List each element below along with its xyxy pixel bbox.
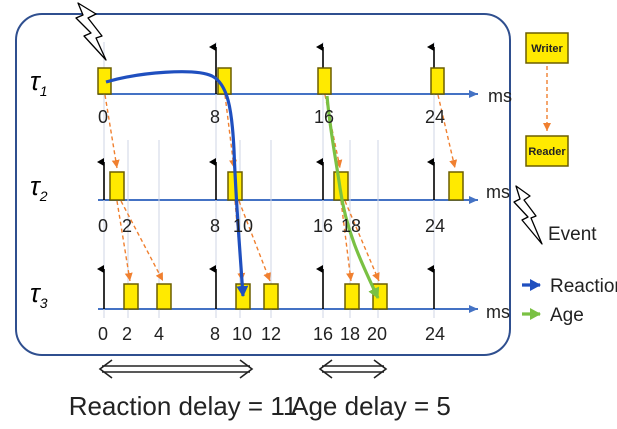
tick-label: 12 xyxy=(261,324,281,344)
legend-age-label: Age xyxy=(550,305,584,326)
tick-label: 10 xyxy=(233,216,253,236)
tick-label: 18 xyxy=(341,216,361,236)
grid-lines xyxy=(103,42,435,318)
age-delay-caption: Age delay = 5 xyxy=(291,391,451,421)
legend-reader-label: Reader xyxy=(528,146,566,158)
tick-label: 4 xyxy=(154,324,164,344)
axis-unit-3: ms xyxy=(486,302,510,322)
tick-label: 2 xyxy=(122,216,132,236)
job-t2-24 xyxy=(448,171,464,201)
tick-label: 16 xyxy=(313,324,333,344)
legend-reader-box xyxy=(525,135,569,167)
reaction-delay-caption: Reaction delay = 11 xyxy=(69,391,298,421)
release-arrows xyxy=(97,43,435,309)
task-label-3: τ3 xyxy=(30,278,48,311)
event-lightning-icon xyxy=(75,2,107,61)
jobs xyxy=(97,67,464,310)
tick-label: 24 xyxy=(425,324,445,344)
job-t1-24 xyxy=(430,67,445,95)
diagram-frame xyxy=(15,13,511,356)
job-t3-2 xyxy=(123,283,139,310)
tick-label: 24 xyxy=(425,107,445,127)
axis-unit-2: ms xyxy=(486,182,510,202)
tick-label: 10 xyxy=(232,324,252,344)
tick-label: 20 xyxy=(367,324,387,344)
reaction-delay-span xyxy=(98,359,254,379)
legend-reaction-label: Reaction xyxy=(550,276,617,297)
job-t3-20 xyxy=(372,283,388,310)
tick-label: 8 xyxy=(210,324,220,344)
job-t3-4 xyxy=(156,283,172,310)
age-path xyxy=(325,95,380,299)
tick-label: 8 xyxy=(210,216,220,236)
task-label-2: τ2 xyxy=(30,171,48,204)
job-t1-16 xyxy=(317,67,332,95)
tick-label: 16 xyxy=(314,107,334,127)
task-label-1: τ1 xyxy=(30,66,48,99)
legend-event-lightning-icon xyxy=(513,185,543,245)
legend-event-label: Event xyxy=(548,224,597,245)
reaction-path xyxy=(105,70,249,297)
tick-label: 24 xyxy=(425,216,445,236)
tick-label: 8 xyxy=(210,107,220,127)
axis-unit-1: ms xyxy=(488,86,512,106)
age-delay-span xyxy=(318,359,388,379)
tick-label: 2 xyxy=(122,324,132,344)
job-t3-12 xyxy=(263,283,279,310)
legend-writer-label: Writer xyxy=(531,43,563,55)
job-t2-0 xyxy=(109,171,125,201)
tick-label: 0 xyxy=(98,107,108,127)
tick-label: 18 xyxy=(340,324,360,344)
job-t3-18 xyxy=(344,283,360,310)
dependency-arrows xyxy=(104,94,458,282)
tick-label: 0 xyxy=(98,324,108,344)
legend-writer-box xyxy=(525,32,569,64)
tick-label: 16 xyxy=(313,216,333,236)
tick-label: 0 xyxy=(98,216,108,236)
